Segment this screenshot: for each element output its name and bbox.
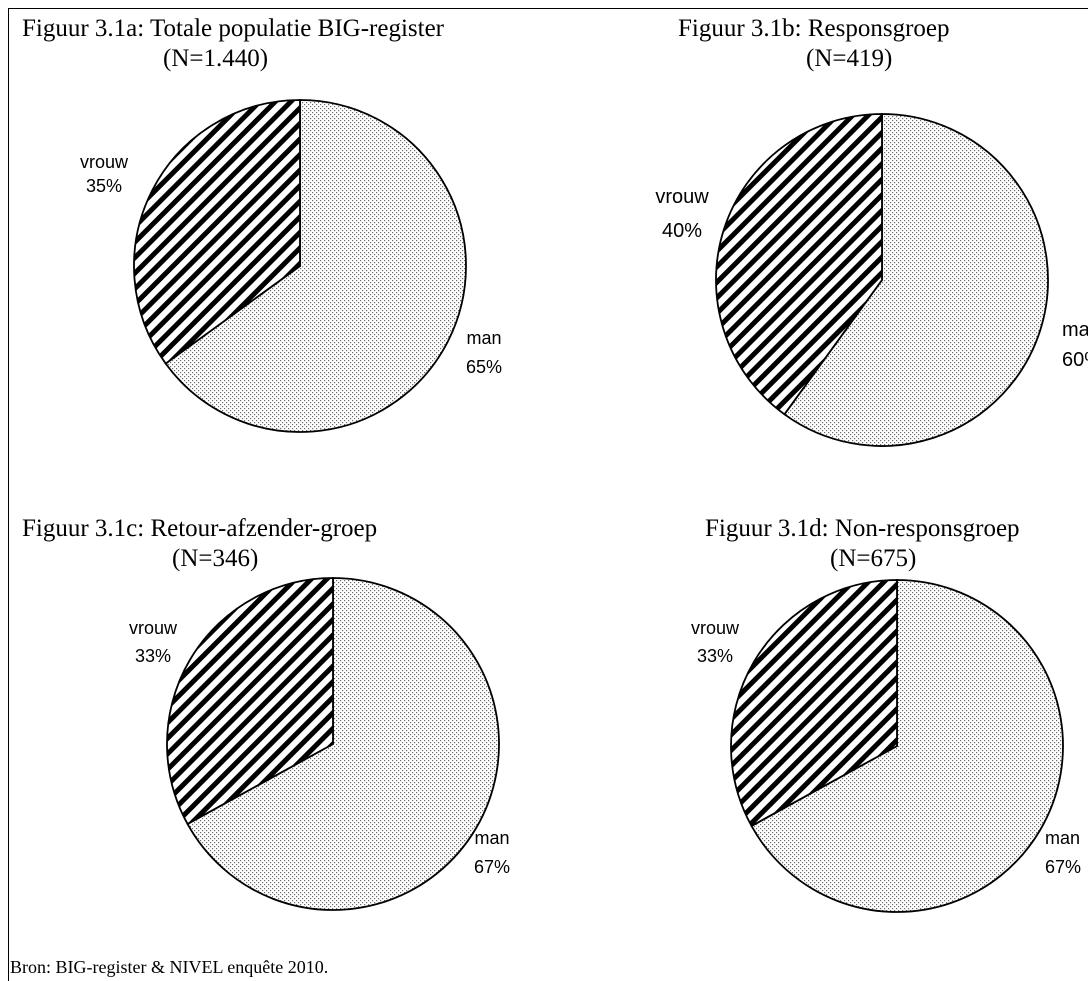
- chart-a-title: Figuur 3.1a: Totale populatie BIG-regist…: [22, 15, 444, 42]
- chart-a-label-vrouw: vrouw: [80, 152, 129, 172]
- chart-d-label-vrouw: vrouw: [691, 618, 740, 638]
- chart-d-value-vrouw: 33%: [697, 646, 733, 666]
- chart-b-subtitle: (N=419): [806, 45, 893, 72]
- chart-c-title: Figuur 3.1c: Retour-afzender-groep: [22, 515, 378, 542]
- chart-c-slice-man: [186, 577, 500, 911]
- chart-a-value-man: 65%: [466, 357, 502, 377]
- chart-d-value-man: 67%: [1045, 857, 1081, 877]
- chart-c-value-man: 67%: [474, 857, 510, 877]
- chart-b-title: Figuur 3.1b: Responsgroep: [678, 15, 950, 42]
- chart-d-slice-man: [750, 579, 1064, 913]
- chart-b-label-man: man: [1062, 319, 1088, 341]
- chart-b-value-vrouw: 40%: [662, 220, 702, 242]
- chart-b-value-man: 60%: [1062, 349, 1088, 371]
- chart-a-label-man: man: [466, 328, 501, 348]
- chart-a-value-vrouw: 35%: [86, 176, 122, 196]
- chart-b-slice-man: [783, 113, 1049, 447]
- chart-b-label-vrouw: vrouw: [655, 186, 709, 208]
- chart-d-title: Figuur 3.1d: Non-responsgroep: [705, 515, 1020, 542]
- chart-c-subtitle: (N=346): [172, 545, 259, 572]
- chart-a-subtitle: (N=1.440): [163, 45, 269, 72]
- chart-c-slice-vrouw: [166, 577, 334, 826]
- chart-c-label-vrouw: vrouw: [129, 618, 178, 638]
- source-note: Bron: BIG-register & NIVEL enquête 2010.: [10, 957, 329, 977]
- chart-c-value-vrouw: 33%: [135, 646, 171, 666]
- chart-d-slice-vrouw: [730, 579, 898, 828]
- chart-d-label-man: man: [1045, 828, 1080, 848]
- chart-a-slice-vrouw: [133, 99, 301, 365]
- chart-b-slice-vrouw: [715, 113, 883, 416]
- chart-d-subtitle: (N=675): [830, 545, 917, 572]
- chart-c-label-man: man: [474, 828, 509, 848]
- chart-a-slice-man: [164, 99, 467, 433]
- figure-frame: [8, 8, 1088, 981]
